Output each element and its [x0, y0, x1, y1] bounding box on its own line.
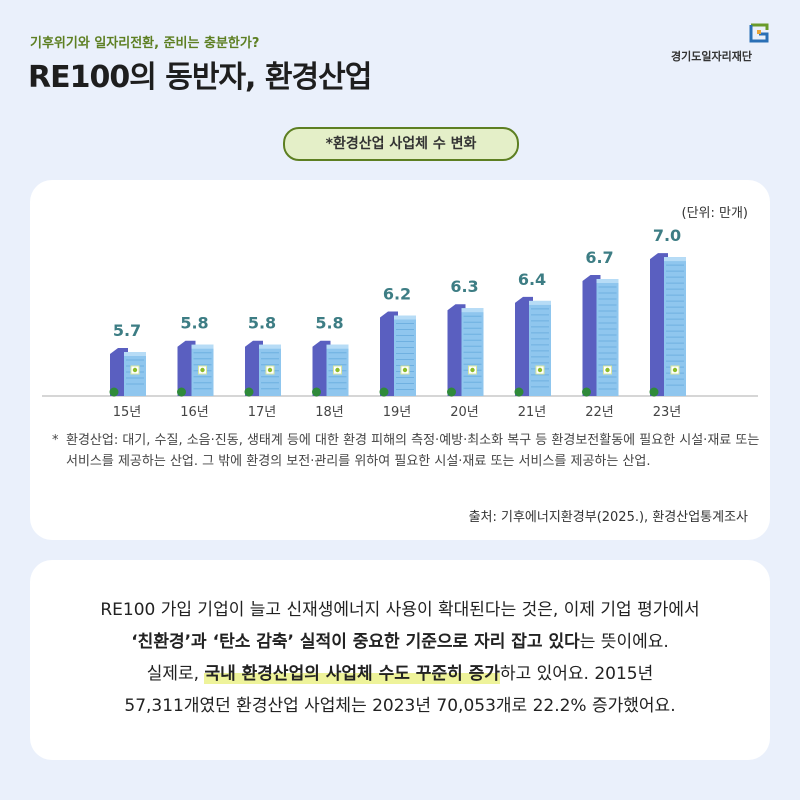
source-text: 출처: 기후에너지환경부(2025.), 환경산업통계조사	[468, 510, 748, 525]
bar-roof	[326, 344, 349, 349]
shrub-icon	[312, 387, 321, 397]
bar-roof	[259, 344, 281, 349]
footnote-text: 환경산업: 대기, 수질, 소음·진동, 생태계 등에 대한 환경 피해의 측정…	[66, 433, 760, 469]
x-tick-label: 23년	[653, 405, 682, 420]
x-tick-label: 15년	[113, 405, 142, 420]
data-label: 5.7	[113, 321, 141, 340]
leaf-icon	[200, 367, 205, 373]
x-tick-label: 21년	[518, 405, 547, 420]
bar	[664, 257, 686, 396]
x-tick-label: 19년	[383, 405, 412, 420]
data-label: 5.8	[180, 314, 208, 333]
x-tick-label: 22년	[585, 405, 614, 420]
data-label: 5.8	[315, 314, 343, 333]
bar-back	[312, 340, 331, 396]
shrub-icon	[109, 387, 119, 397]
shrub-icon	[649, 387, 659, 397]
data-label: 6.7	[585, 248, 613, 267]
leaf-icon	[672, 367, 678, 373]
summary-line-3-pre: 실제로,	[146, 664, 205, 684]
summary-highlight: 국내 환경산업의 사업체 수도 꾸준히 증가	[204, 664, 500, 684]
summary-line-3: 실제로, 국내 환경산업의 사업체 수도 꾸준히 증가하고 있어요. 2015년	[30, 658, 770, 690]
bar-roof	[124, 352, 146, 356]
leaf-icon	[402, 367, 408, 373]
leaf-icon	[605, 367, 610, 373]
bar	[596, 279, 619, 396]
summary-line-2: ‘친환경’과 ‘탄소 감축’ 실적이 중요한 기준으로 자리 잡고 있다는 뜻이…	[30, 626, 770, 658]
bar-roof	[191, 344, 214, 349]
bar-back	[245, 340, 263, 396]
shrub-icon	[447, 387, 456, 397]
logo: 경기도일자리재단	[650, 22, 770, 63]
bar-roof	[394, 315, 416, 320]
leaf-icon	[537, 367, 543, 373]
chart-card: (단위: 만개) 5.7 15년 5.8 16년 5.8 17년 5.8 18년 6.2 19년 6…	[30, 180, 770, 540]
bar-back	[447, 304, 466, 396]
shrub-icon	[244, 387, 254, 397]
bar-back	[582, 275, 601, 396]
leaf-icon	[470, 367, 475, 373]
bar-back	[380, 311, 398, 396]
summary-emphasis: ‘친환경’과 ‘탄소 감축’ 실적이 중요한 기준으로 자리 잡고 있다	[131, 632, 580, 652]
bar-chart: 5.7 15년 5.8 16년 5.8 17년 5.8 18년 6.2 19년 6.3 20년 6.4 2…	[42, 226, 758, 420]
unit-label: (단위: 만개)	[681, 206, 749, 221]
x-tick-label: 17년	[248, 405, 277, 420]
shrub-icon	[177, 387, 186, 397]
data-label: 7.0	[653, 226, 681, 245]
bar-back	[177, 340, 196, 396]
summary-card: RE100 가입 기업이 늘고 신재생에너지 사용이 확대된다는 것은, 이제 …	[30, 560, 770, 760]
data-label: 6.4	[518, 270, 546, 289]
shrub-icon	[514, 387, 524, 397]
x-tick-label: 20년	[450, 405, 479, 420]
footnote: * 환경산업: 대기, 수질, 소음·진동, 생태계 등에 대한 환경 피해의 …	[52, 430, 762, 472]
page-title: RE100의 동반자, 환경산업	[28, 60, 372, 95]
bar-roof	[664, 257, 686, 262]
logo-icon	[749, 23, 769, 43]
logo-text: 경기도일자리재단	[671, 50, 752, 63]
footnote-star: *	[52, 433, 59, 448]
data-label: 5.8	[248, 314, 276, 333]
x-tick-label: 18년	[315, 405, 344, 420]
bar-back	[650, 253, 668, 396]
data-label: 6.3	[450, 277, 478, 296]
summary-line-4: 57,311개였던 환경산업 사업체는 2023년 70,053개로 22.2%…	[124, 696, 676, 716]
leaf-icon	[335, 367, 340, 373]
leaf-icon	[132, 367, 138, 373]
bar-roof	[596, 279, 619, 283]
data-label: 6.2	[383, 285, 411, 304]
bar-back	[515, 296, 533, 396]
summary-line-2-rest: 는 뜻이에요.	[579, 632, 669, 652]
x-tick-label: 16년	[180, 405, 209, 420]
shrub-icon	[379, 387, 389, 397]
summary-line-3-rest: 하고 있어요. 2015년	[499, 664, 654, 684]
bar-back	[110, 348, 128, 396]
leaf-icon	[267, 367, 273, 373]
bar	[529, 300, 551, 396]
page-subtitle: 기후위기와 일자리전환, 준비는 충분한가?	[30, 36, 260, 51]
chart-section-label: *환경산업 사업체 수 변화	[283, 127, 519, 161]
bar-roof	[529, 300, 551, 305]
bar-roof	[461, 308, 484, 313]
summary-text: RE100 가입 기업이 늘고 신재생에너지 사용이 확대된다는 것은, 이제 …	[30, 594, 770, 722]
shrub-icon	[582, 387, 591, 397]
summary-line-1: RE100 가입 기업이 늘고 신재생에너지 사용이 확대된다는 것은, 이제 …	[100, 600, 700, 620]
